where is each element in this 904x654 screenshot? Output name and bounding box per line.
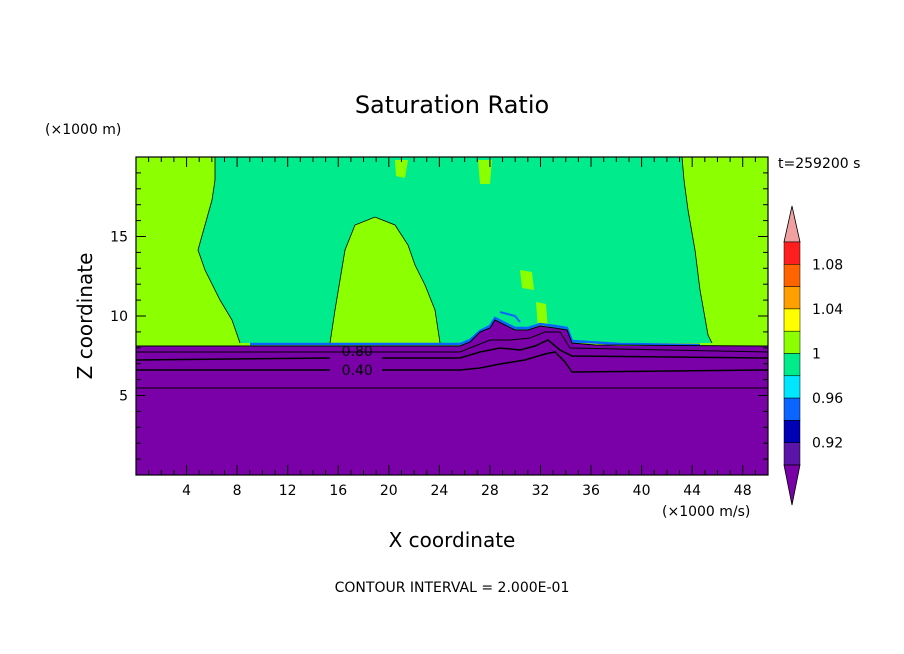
- colorbar-band-1: [783, 420, 801, 443]
- colorbar-band-6: [783, 308, 801, 332]
- colorbar: 0.92 0.96 1 1.04 1.08: [783, 205, 843, 506]
- contour-label-1: 0.40: [342, 363, 373, 379]
- colorbar-tick-label-1: 0.96: [812, 391, 843, 407]
- y-tick-label-2: 15: [110, 230, 128, 246]
- field-fill-super-patch-2: [478, 160, 492, 184]
- x-tick-label-7: 32: [532, 483, 550, 499]
- field-edge-blue: [250, 316, 701, 347]
- x-units-label: (×1000 m/s): [662, 504, 750, 520]
- colorbar-tick-label-2: 1: [812, 347, 821, 363]
- isoline-3: [135, 339, 769, 361]
- isoline-4: [136, 351, 769, 373]
- x-tick-label-2: 12: [279, 483, 297, 499]
- y-units-label: (×1000 m): [45, 122, 121, 138]
- contour-label-0: 0.80: [342, 344, 373, 360]
- y-axis-label: Z coordinate: [73, 253, 97, 380]
- colorbar-band-4: [783, 353, 801, 377]
- colorbar-band-7: [783, 286, 801, 310]
- contour-interval-label: CONTOUR INTERVAL = 2.000E-01: [335, 580, 570, 596]
- isoline-2: [136, 331, 769, 353]
- field-fill-near-saturation: [198, 157, 712, 343]
- x-tick-label-1: 8: [233, 483, 242, 499]
- chart-title: Saturation Ratio: [355, 91, 549, 119]
- x-tick-label-0: 4: [182, 483, 191, 499]
- x-tick-label-3: 16: [329, 483, 347, 499]
- colorbar-upper-arrow: [783, 205, 801, 243]
- field-fill-super-patch-3: [520, 270, 534, 290]
- x-tick-label-4: 20: [380, 483, 398, 499]
- isoline-6: [197, 156, 713, 344]
- x-tick-label-11: 48: [734, 483, 752, 499]
- colorbar-band-2: [783, 397, 801, 421]
- isoline-1: [136, 319, 769, 347]
- field-edge-blue-small: [499, 311, 521, 323]
- colorbar-band-3: [783, 375, 801, 399]
- field-fill-super-patch-4: [536, 302, 548, 330]
- x-tick-label-10: 44: [683, 483, 701, 499]
- colorbar-tick-label-4: 1.08: [812, 257, 843, 273]
- x-tick-label-9: 40: [633, 483, 651, 499]
- x-tick-label-8: 36: [582, 483, 600, 499]
- colorbar-lower-arrow: [783, 464, 801, 506]
- colorbar-band-9: [783, 241, 801, 265]
- y-tick-label-1: 10: [110, 309, 128, 325]
- colorbar-tick-label-0: 0.92: [812, 436, 843, 452]
- colorbar-band-8: [783, 264, 801, 287]
- x-tick-label-6: 28: [481, 483, 499, 499]
- time-label: t=259200 s: [778, 156, 860, 172]
- colorbar-band-0: [783, 442, 801, 466]
- contour-labels-layer: 0.80 0.40: [342, 344, 373, 379]
- colorbar-tick-label-3: 1.04: [812, 302, 843, 318]
- x-tick-label-5: 24: [430, 483, 448, 499]
- x-axis-label: X coordinate: [389, 528, 516, 552]
- y-tick-label-0: 5: [119, 389, 128, 405]
- field-fill-super-patch-1: [395, 160, 408, 178]
- colorbar-band-5: [783, 330, 801, 354]
